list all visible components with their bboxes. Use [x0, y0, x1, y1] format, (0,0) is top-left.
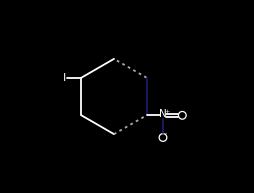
- Text: N: N: [158, 109, 166, 119]
- Text: -: -: [165, 132, 167, 137]
- Text: I: I: [62, 73, 65, 83]
- Text: +: +: [163, 109, 168, 114]
